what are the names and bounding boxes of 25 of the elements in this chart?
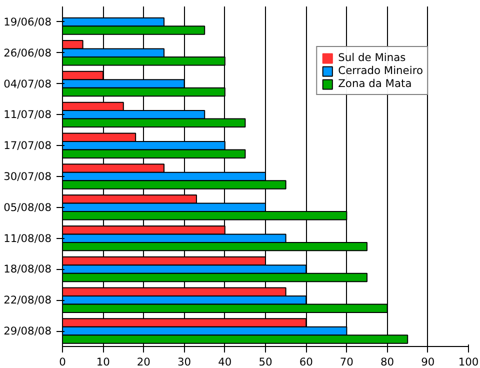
x-tick-label: 90 [421,356,435,368]
y-tick-label: 22/08/08 [4,294,52,307]
x-tick-label: 10 [96,356,110,368]
y-tick-label: 29/08/08 [4,324,52,338]
y-tick-label: 26/06/08 [4,46,52,60]
x-tick-label: 0 [59,356,66,368]
y-tick-label: 04/07/08 [4,77,52,90]
x-tick-label: 30 [178,356,192,368]
x-tick-label: 40 [218,356,232,368]
legend-label: Sul de Minas [338,51,406,64]
y-tick-label: 18/08/08 [4,262,52,276]
x-tick-label: 70 [340,356,354,368]
y-tick-label: 11/07/08 [4,108,52,122]
y-tick-label: 30/07/08 [4,170,52,183]
legend-label: Zona da Mata [338,77,412,90]
y-tick-label: 11/08/08 [4,232,52,245]
x-tick-label: 100 [458,356,479,368]
x-tick-label: 20 [136,356,151,368]
y-tick-label: 17/07/08 [4,139,52,152]
y-tick-label: 19/06/08 [4,15,52,28]
y-tick-label: 05/08/08 [4,200,52,214]
x-tick-label: 80 [380,356,394,368]
legend-label: Cerrado Mineiro [338,64,423,77]
x-tick-label: 50 [258,356,272,368]
x-tick-label: 60 [299,356,314,368]
